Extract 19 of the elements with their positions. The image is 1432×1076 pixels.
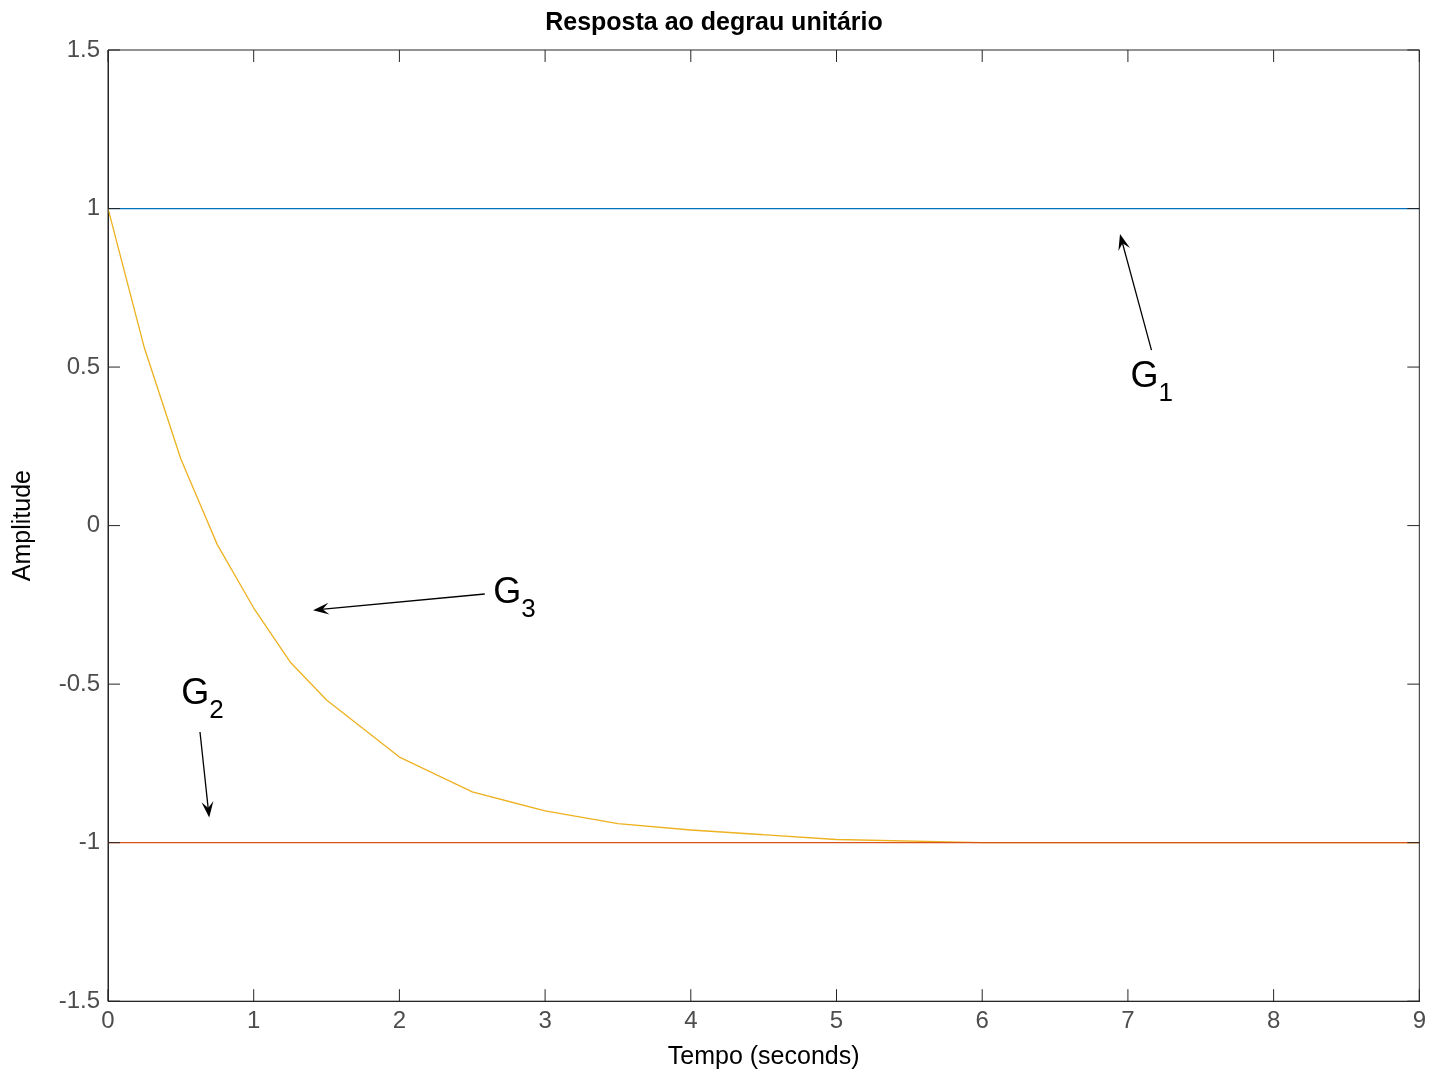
y-tick-label: -1.5 xyxy=(58,985,100,1013)
y-tick-label: -1 xyxy=(78,827,100,855)
x-tick-label: 2 xyxy=(392,1006,407,1034)
y-axis-title: Amplitude xyxy=(6,470,35,582)
x-tick-label: 3 xyxy=(538,1006,552,1034)
x-tick-label: 7 xyxy=(1121,1006,1135,1034)
x-tick-label: 5 xyxy=(829,1006,844,1034)
x-axis-title: Tempo (seconds) xyxy=(667,1040,860,1069)
y-tick-label: 1.5 xyxy=(66,34,100,62)
x-tick-label: 1 xyxy=(247,1006,261,1034)
chart-title: Resposta ao degrau unitário xyxy=(545,6,883,35)
x-tick-label: 9 xyxy=(1412,1006,1427,1034)
y-tick-label: 1 xyxy=(86,193,100,221)
y-tick-label: -0.5 xyxy=(58,668,100,696)
y-tick-label: 0 xyxy=(86,510,100,538)
x-tick-label: 8 xyxy=(1266,1006,1281,1034)
x-tick-label: 6 xyxy=(975,1006,989,1034)
y-tick-label: 0.5 xyxy=(66,351,100,379)
x-tick-label: 4 xyxy=(684,1006,698,1034)
